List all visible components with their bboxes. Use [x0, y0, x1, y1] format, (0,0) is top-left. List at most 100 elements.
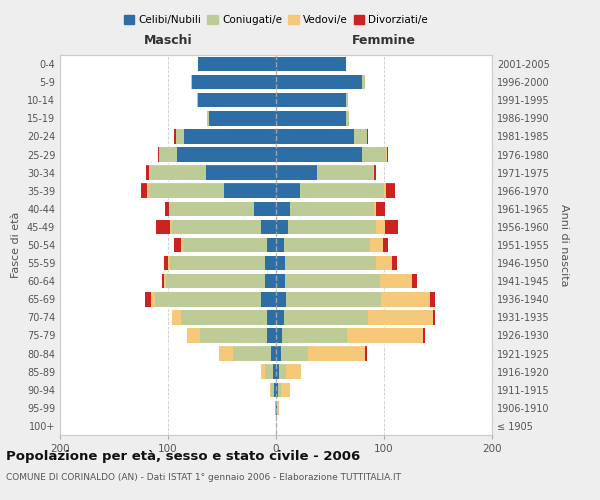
- Bar: [362, 148, 386, 162]
- Bar: [387, 148, 388, 162]
- Bar: [385, 220, 398, 234]
- Bar: [376, 256, 392, 270]
- Bar: [268, 238, 276, 252]
- Bar: [170, 202, 254, 216]
- Bar: [286, 364, 301, 379]
- Bar: [276, 111, 346, 126]
- Bar: [276, 364, 279, 379]
- Bar: [308, 346, 365, 361]
- Bar: [209, 111, 276, 126]
- Bar: [254, 202, 276, 216]
- Bar: [368, 310, 433, 324]
- Bar: [278, 382, 281, 397]
- Bar: [149, 166, 206, 180]
- Bar: [207, 111, 209, 126]
- Bar: [373, 166, 374, 180]
- Bar: [175, 129, 176, 144]
- Bar: [164, 274, 166, 288]
- Bar: [219, 346, 233, 361]
- Bar: [146, 166, 149, 180]
- Bar: [284, 256, 376, 270]
- Bar: [276, 184, 300, 198]
- Bar: [156, 220, 170, 234]
- Bar: [384, 184, 386, 198]
- Bar: [271, 346, 276, 361]
- Bar: [276, 148, 362, 162]
- Bar: [141, 184, 148, 198]
- Bar: [276, 256, 284, 270]
- Legend: Celibi/Nubili, Coniugati/e, Vedovi/e, Divorziati/e: Celibi/Nubili, Coniugati/e, Vedovi/e, Di…: [119, 11, 433, 29]
- Bar: [151, 292, 155, 306]
- Bar: [281, 382, 290, 397]
- Bar: [261, 292, 276, 306]
- Bar: [166, 274, 265, 288]
- Y-axis label: Fasce di età: Fasce di età: [11, 212, 21, 278]
- Bar: [347, 328, 423, 342]
- Bar: [206, 166, 276, 180]
- Bar: [148, 184, 149, 198]
- Bar: [233, 346, 271, 361]
- Bar: [276, 166, 317, 180]
- Bar: [181, 238, 183, 252]
- Bar: [261, 220, 276, 234]
- Bar: [281, 346, 308, 361]
- Bar: [172, 220, 261, 234]
- Bar: [181, 310, 268, 324]
- Bar: [276, 328, 283, 342]
- Bar: [198, 93, 276, 108]
- Bar: [365, 346, 367, 361]
- Y-axis label: Anni di nascita: Anni di nascita: [559, 204, 569, 286]
- Bar: [265, 364, 273, 379]
- Bar: [274, 382, 276, 397]
- Bar: [276, 292, 286, 306]
- Bar: [276, 202, 290, 216]
- Bar: [430, 292, 435, 306]
- Bar: [269, 382, 271, 397]
- Bar: [392, 256, 397, 270]
- Bar: [374, 202, 376, 216]
- Bar: [381, 292, 430, 306]
- Bar: [183, 238, 268, 252]
- Bar: [383, 238, 388, 252]
- Bar: [271, 382, 274, 397]
- Bar: [175, 238, 181, 252]
- Bar: [164, 256, 168, 270]
- Bar: [184, 129, 276, 144]
- Bar: [197, 93, 198, 108]
- Bar: [169, 202, 170, 216]
- Bar: [286, 292, 381, 306]
- Text: Femmine: Femmine: [352, 34, 416, 48]
- Bar: [165, 202, 169, 216]
- Bar: [374, 166, 376, 180]
- Bar: [276, 75, 362, 90]
- Bar: [161, 274, 164, 288]
- Bar: [354, 129, 367, 144]
- Bar: [276, 238, 284, 252]
- Bar: [265, 256, 276, 270]
- Bar: [276, 93, 346, 108]
- Bar: [276, 220, 288, 234]
- Text: COMUNE DI CORINALDO (AN) - Dati ISTAT 1° gennaio 2006 - Elaborazione TUTTITALIA.: COMUNE DI CORINALDO (AN) - Dati ISTAT 1°…: [6, 472, 401, 482]
- Bar: [317, 166, 373, 180]
- Bar: [283, 328, 347, 342]
- Bar: [187, 328, 200, 342]
- Bar: [276, 400, 277, 415]
- Bar: [362, 75, 365, 90]
- Bar: [176, 129, 184, 144]
- Bar: [198, 57, 276, 72]
- Bar: [172, 310, 181, 324]
- Bar: [433, 310, 435, 324]
- Bar: [284, 238, 370, 252]
- Bar: [176, 148, 276, 162]
- Bar: [276, 346, 281, 361]
- Bar: [168, 256, 170, 270]
- Bar: [277, 400, 279, 415]
- Bar: [276, 382, 278, 397]
- Bar: [276, 274, 284, 288]
- Bar: [158, 148, 160, 162]
- Bar: [160, 148, 176, 162]
- Bar: [300, 184, 384, 198]
- Bar: [279, 364, 286, 379]
- Bar: [265, 274, 276, 288]
- Bar: [284, 310, 368, 324]
